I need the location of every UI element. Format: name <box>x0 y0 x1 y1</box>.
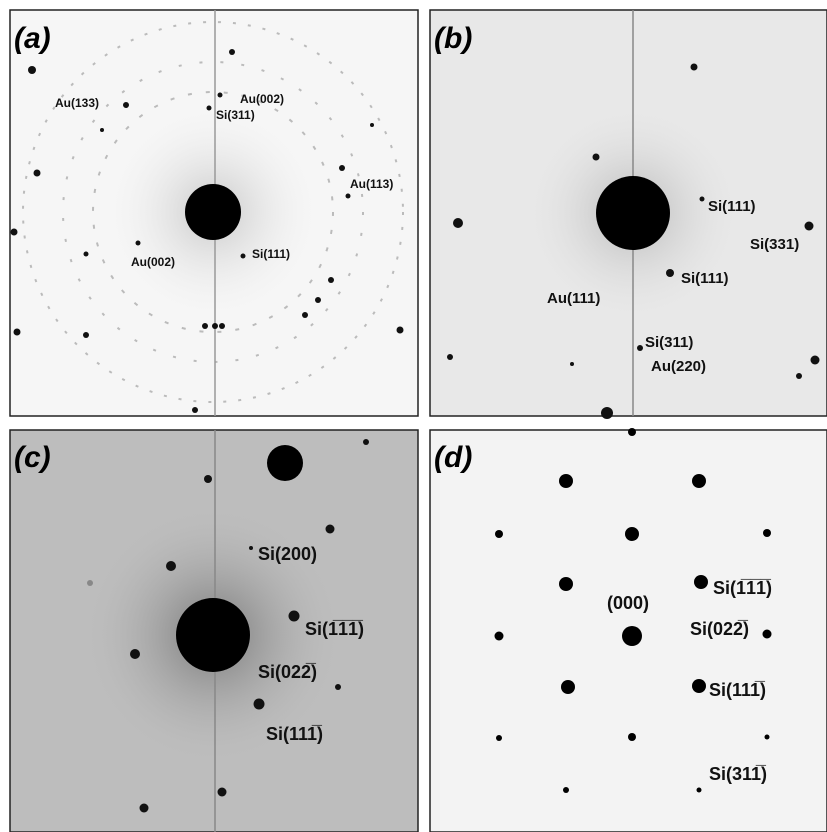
panel-a: (a) Au(133) Au(002) Si(311) Au(113) Au(0… <box>10 10 418 416</box>
annotation: Si(111̅) <box>266 724 323 744</box>
annotation: Au(002) <box>131 255 175 269</box>
annotation: Si(022̅) <box>690 619 749 639</box>
annotation: Si(311) <box>645 334 693 351</box>
annotation: Si(331) <box>750 236 799 253</box>
annotation: Au(111) <box>547 290 600 307</box>
annotation: Au(220) <box>651 358 706 375</box>
annotation: Si(200) <box>258 544 317 564</box>
annotation: Si(111̅) <box>709 680 766 700</box>
annotation: Au(133) <box>55 96 99 110</box>
annotation: (000) <box>607 593 649 613</box>
annotation: Au(002) <box>240 92 284 106</box>
annotation: Si(111) <box>708 198 756 215</box>
annotation: Si(311̅) <box>709 764 767 784</box>
panel-b: (b) Si(111) Si(331) Si(111) Au(111) Si(3… <box>430 10 827 419</box>
annotation: Si(311) <box>216 108 255 122</box>
annotation: Si(1̅1̅1̅) <box>305 619 364 639</box>
annotation: Si(111) <box>252 247 290 261</box>
panel-letter: (b) <box>434 22 472 55</box>
annotation: Si(1̅1̅1̅) <box>713 578 772 598</box>
figure: (a) Au(133) Au(002) Si(311) Au(113) Au(0… <box>0 0 827 832</box>
panel-letter: (d) <box>434 441 472 474</box>
panel-letter: (c) <box>14 441 51 474</box>
annotation: Si(022̅) <box>258 662 317 682</box>
annotation: Si(111) <box>681 270 729 287</box>
annotation: Au(113) <box>350 177 393 191</box>
panel-letter: (a) <box>14 22 51 55</box>
panel-c: (c) Si(200) Si(1̅1̅1̅) Si(022̅) Si(111̅) <box>10 430 418 832</box>
panel-d: (d) (000) Si(1̅1̅1̅) Si(022̅) Si(111̅) S… <box>430 428 827 832</box>
